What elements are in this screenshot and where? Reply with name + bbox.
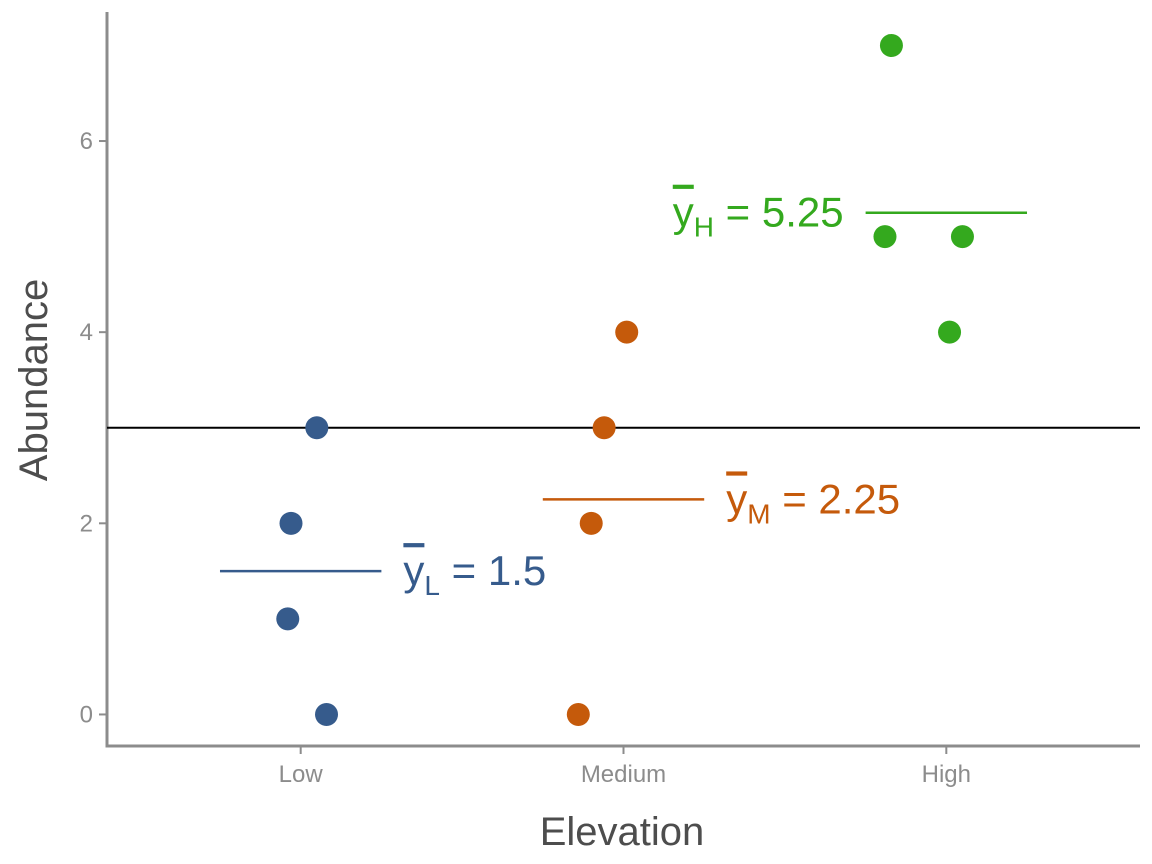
x-axis-title: Elevation [540, 810, 705, 854]
data-point-low [276, 607, 300, 631]
axes: 0 2 4 6 Low Medium High [80, 12, 1140, 788]
y-tick-label: 4 [80, 319, 93, 346]
x-tick-label: Low [279, 761, 324, 788]
y-tick-label: 6 [80, 128, 93, 155]
y-tick-label: 2 [80, 510, 93, 537]
x-tick-label: Medium [581, 761, 666, 788]
data-point-high [950, 225, 974, 249]
mean-subscript: L [424, 570, 440, 601]
mean-symbol: y [726, 475, 747, 522]
y-axis-title: Abundance [12, 279, 56, 481]
data-point-low [305, 416, 329, 440]
mean-symbol: y [403, 547, 424, 594]
data-point-high [879, 33, 903, 57]
mean-symbol: y [673, 189, 694, 236]
x-tick-label: High [922, 761, 971, 788]
mean-label-low: yL = 1.5 [403, 547, 546, 601]
data-point-medium [566, 702, 590, 726]
mean-label-medium: yM = 2.25 [726, 475, 900, 529]
mean-value: = 1.5 [440, 547, 546, 594]
mean-subscript: H [694, 212, 714, 243]
data-points [276, 33, 974, 726]
data-point-high [873, 225, 897, 249]
data-point-high [938, 320, 962, 344]
data-point-medium [615, 320, 639, 344]
mean-value: = 2.25 [771, 475, 901, 522]
data-point-medium [579, 511, 603, 535]
y-tick-label: 0 [80, 701, 93, 728]
data-point-low [315, 702, 339, 726]
mean-value: = 5.25 [714, 189, 844, 236]
data-point-medium [592, 416, 616, 440]
data-point-low [279, 511, 303, 535]
mean-label-high: yH = 5.25 [673, 189, 844, 243]
mean-subscript: M [747, 498, 770, 529]
